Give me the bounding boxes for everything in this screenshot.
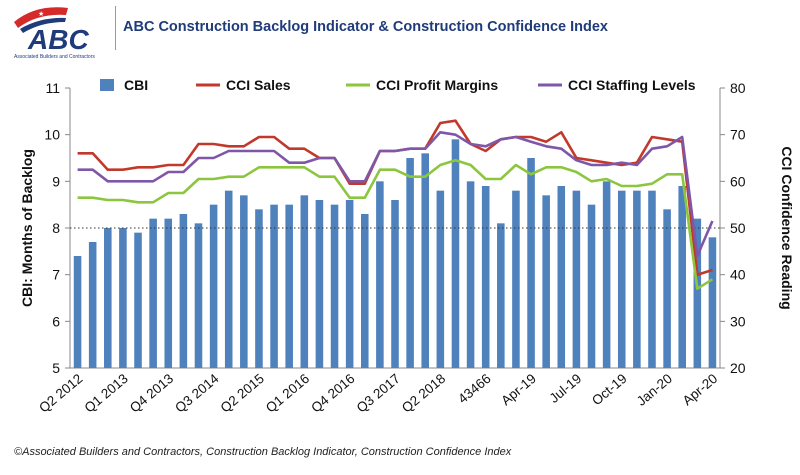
y-tick-label: 5 xyxy=(52,360,60,376)
cbi-bar xyxy=(512,190,520,368)
x-tick-label: Q1 2013 xyxy=(82,371,131,416)
y2-tick-label: 50 xyxy=(730,220,746,236)
y2-tick-label: 80 xyxy=(730,80,746,96)
x-tick-label: Oct-19 xyxy=(589,371,630,409)
cbi-bar xyxy=(466,181,475,368)
cbi-bar xyxy=(421,153,430,368)
cbi-bar xyxy=(451,139,460,368)
cbi-bar xyxy=(678,186,686,368)
cbi-bar xyxy=(134,232,142,368)
y-tick-label: 6 xyxy=(52,313,60,329)
y2-tick-label: 20 xyxy=(730,360,746,376)
legend-label-0: CBI xyxy=(124,77,148,93)
x-tick-label: 43466 xyxy=(455,371,493,407)
logo-flag-stripe xyxy=(20,17,66,33)
cbi-bar xyxy=(587,204,596,368)
cbi-bar xyxy=(330,204,339,368)
y2-tick-label: 30 xyxy=(730,313,746,329)
cbi-bar xyxy=(542,195,550,368)
header-divider xyxy=(115,6,116,50)
cci-profit-margins-line xyxy=(77,159,714,290)
cbi-bar xyxy=(209,204,218,368)
cbi-bar xyxy=(104,228,112,368)
logo-subtitle: Associated Builders and Contractors xyxy=(14,54,95,60)
cbi-bar xyxy=(149,218,157,368)
cbi-bar xyxy=(481,186,490,368)
x-tick-label: Q3 2017 xyxy=(354,371,403,416)
y2-axis-title: CCI Confidence Reading xyxy=(779,146,795,309)
x-tick-label: Q4 2016 xyxy=(308,371,357,416)
cbi-bar xyxy=(617,190,626,368)
cbi-bar xyxy=(708,237,717,368)
y-axis-title: CBI: Months of Backlog xyxy=(19,149,35,307)
cbi-bar xyxy=(255,209,263,368)
x-tick-label: Q1 2016 xyxy=(263,371,312,416)
x-tick-label: Q2 2018 xyxy=(399,371,448,416)
abc-logo: ★ ABC Associated Builders and Contractor… xyxy=(14,7,95,60)
cbi-bar xyxy=(270,204,278,368)
copyright-footer: ©Associated Builders and Contractors, Co… xyxy=(14,446,512,458)
cbi-bar xyxy=(663,209,671,368)
cbi-bar xyxy=(315,200,324,368)
x-tick-label: Jan-20 xyxy=(634,371,675,409)
y2-tick-label: 40 xyxy=(730,267,746,283)
cbi-bar xyxy=(73,256,82,368)
cbi-bar xyxy=(497,223,505,368)
cbi-bar xyxy=(391,200,399,368)
y2-tick-label: 60 xyxy=(730,173,746,189)
legend-label-2: CCI Profit Margins xyxy=(376,77,498,93)
cbi-bar xyxy=(240,195,248,368)
chart: CBI CCI Sales CCI Profit Margins CCI Staffi… xyxy=(19,77,795,416)
cbi-bar xyxy=(360,214,369,368)
y-tick-label: 9 xyxy=(52,173,60,189)
cbi-bar xyxy=(88,242,97,368)
cbi-bar xyxy=(406,158,414,368)
cci-staffing-levels-line xyxy=(77,131,714,258)
cbi-bar xyxy=(224,190,233,368)
cbi-bar xyxy=(436,190,445,368)
x-tick-label: Apr-19 xyxy=(498,371,539,409)
x-tick-label: Q2 2015 xyxy=(218,371,267,416)
cbi-bar xyxy=(179,214,188,368)
page-title: ABC Construction Backlog Indicator & Con… xyxy=(123,19,608,35)
cbi-bar xyxy=(557,186,566,368)
cbi-bar xyxy=(602,181,611,368)
y-tick-label: 8 xyxy=(52,220,60,236)
cbi-bar xyxy=(648,190,656,368)
cbi-bar xyxy=(345,200,354,368)
logo-star-icon: ★ xyxy=(38,10,44,18)
x-tick-label: Apr-20 xyxy=(680,371,721,409)
cbi-bar xyxy=(300,195,309,368)
cbi-bar xyxy=(119,228,127,368)
cbi-bar xyxy=(693,218,702,368)
cbi-bar xyxy=(164,218,173,368)
y-tick-label: 10 xyxy=(44,127,60,143)
cbi-bar xyxy=(572,190,581,368)
cbi-bar xyxy=(527,158,535,368)
x-tick-label: Q4 2013 xyxy=(127,371,176,416)
cbi-bar xyxy=(633,190,641,368)
y-tick-label: 11 xyxy=(45,80,60,96)
cbi-bar xyxy=(376,181,384,368)
y-tick-label: 7 xyxy=(52,267,60,283)
legend-label-3: CCI Staffing Levels xyxy=(568,77,696,93)
cbi-bar xyxy=(194,223,203,368)
x-tick-label: Q3 2014 xyxy=(172,370,222,415)
legend-label-1: CCI Sales xyxy=(226,77,291,93)
legend-swatch-cbi xyxy=(100,79,114,91)
cbi-bar xyxy=(285,204,293,368)
y2-tick-label: 70 xyxy=(730,127,746,143)
x-tick-label: Jul-19 xyxy=(547,371,585,406)
logo-text: ABC xyxy=(27,24,89,55)
x-tick-label: Q2 2012 xyxy=(36,371,85,416)
logo-flag-swoosh xyxy=(14,7,68,28)
